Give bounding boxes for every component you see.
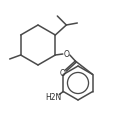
Text: O: O	[63, 50, 69, 59]
Text: H2N: H2N	[45, 93, 61, 102]
Text: O: O	[59, 69, 65, 78]
